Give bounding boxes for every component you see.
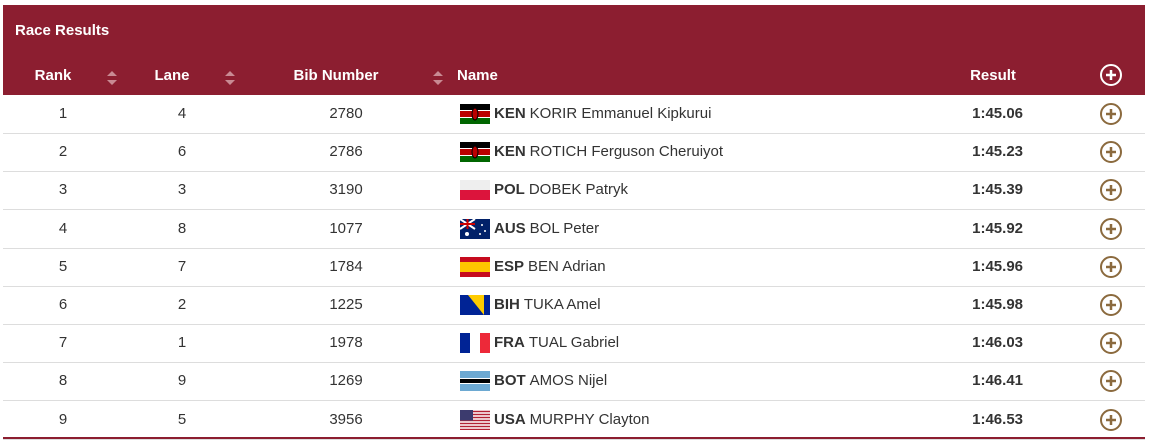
bib-cell: 2786 [329,143,363,161]
country-flag [460,256,490,277]
country-code: BIH [494,296,520,313]
bib-cell: 1225 [329,296,363,313]
country-code: BOT [494,372,526,390]
rank-cell: 7 [58,334,68,352]
lane-cell: 2 [177,296,187,313]
rank-cell: 5 [58,257,68,275]
athlete-name: ROTICH Ferguson Cheruiyot [529,143,724,161]
result-row: 5 7 1784 ESP BEN Adrian 1:45.96 [3,248,1145,287]
sort-icon[interactable] [431,69,445,87]
sort-icon[interactable] [223,69,237,87]
bib-cell: 1269 [329,372,363,390]
country-code: ESP [494,257,525,275]
lane-cell: 4 [177,105,187,122]
expand-row-icon[interactable] [1099,102,1123,126]
bib-cell: 1978 [329,334,363,352]
expand-row-icon[interactable] [1099,178,1123,202]
country-flag [460,142,490,163]
expand-row-icon[interactable] [1099,217,1123,241]
column-header: Result [970,67,1016,84]
lane-cell: 3 [177,181,187,199]
expand-row-icon[interactable] [1099,408,1123,432]
expand-all-icon[interactable] [1099,63,1123,87]
table-title: Race Results [15,22,110,39]
result-cell: 1:45.92 [972,219,1023,237]
athlete-name: BOL Peter [529,219,600,237]
country-flag [460,371,490,392]
bib-cell: 1077 [329,219,363,237]
rank-cell: 3 [58,181,68,199]
result-cell: 1:45.23 [972,143,1023,161]
country-flag [460,218,490,239]
result-cell: 1:45.96 [972,257,1023,275]
expand-row-icon[interactable] [1099,331,1123,355]
lane-cell: 7 [177,257,187,275]
athlete-name: MURPHY Clayton [529,410,650,428]
column-header: Name [457,67,498,84]
athlete-name: KORIR Emmanuel Kipkurui [529,105,712,122]
result-cell: 1:45.06 [972,105,1023,122]
result-row: 7 1 1978 FRA TUAL Gabriel 1:46.03 [3,324,1145,364]
result-row: 8 9 1269 BOT AMOS Nijel 1:46.41 [3,362,1145,402]
result-row: 2 6 2786 KEN ROTICH Ferguson Cheruiyot 1:45.2… [3,133,1145,173]
result-row: 3 3 3190 POL DOBEK Patryk 1:45.39 [3,171,1145,211]
bib-cell: 1784 [329,257,363,275]
lane-cell: 5 [177,410,187,428]
rank-cell: 2 [58,143,68,161]
lane-cell: 6 [177,143,187,161]
result-row: 1 4 2780 KEN KORIR Emmanuel Kipkurui 1:45.06 [3,95,1145,134]
country-code: FRA [494,334,525,352]
athlete-name: BEN Adrian [528,257,606,275]
column-header[interactable]: Rank [34,67,72,84]
rank-cell: 8 [58,372,68,390]
sort-icon[interactable] [105,69,119,87]
athlete-name: TUAL Gabriel [528,334,620,352]
expand-row-icon[interactable] [1099,140,1123,164]
country-code: USA [494,410,526,428]
result-cell: 1:46.53 [972,410,1023,428]
result-row: 9 5 3956 USA MURPHY Clayton 1:46.53 [3,401,1145,440]
header-bar [3,5,1145,95]
country-code: POL [494,181,525,199]
result-cell: 1:45.98 [972,296,1023,313]
column-header[interactable]: Bib Number [293,67,379,84]
bib-cell: 3190 [329,181,363,199]
country-flag [460,409,490,430]
athlete-name: TUKA Amel [523,296,601,313]
expand-row-icon[interactable] [1099,255,1123,279]
country-code: KEN [494,105,526,122]
country-flag [460,295,490,315]
athlete-name: DOBEK Patryk [528,181,629,199]
rank-cell: 1 [58,105,68,122]
result-cell: 1:46.41 [972,372,1023,390]
result-cell: 1:45.39 [972,181,1023,199]
bib-cell: 3956 [329,410,363,428]
expand-row-icon[interactable] [1099,369,1123,393]
rank-cell: 9 [58,410,68,428]
athlete-name: AMOS Nijel [529,372,608,390]
lane-cell: 8 [177,219,187,237]
country-code: AUS [494,219,526,237]
result-cell: 1:46.03 [972,334,1023,352]
bib-cell: 2780 [329,105,363,122]
column-header[interactable]: Lane [154,67,190,84]
lane-cell: 1 [177,334,187,352]
result-row: 6 2 1225 BIH TUKA Amel 1:45.98 [3,286,1145,325]
rank-cell: 4 [58,219,68,237]
rank-cell: 6 [58,296,68,313]
expand-row-icon[interactable] [1099,293,1123,317]
country-flag [460,333,490,354]
country-flag [460,104,490,124]
table-bottom-border [3,437,1145,439]
country-flag [460,180,490,201]
result-row: 4 8 1077 AUS BOL Peter 1:45.92 [3,210,1145,249]
country-code: KEN [494,143,526,161]
lane-cell: 9 [177,372,187,390]
